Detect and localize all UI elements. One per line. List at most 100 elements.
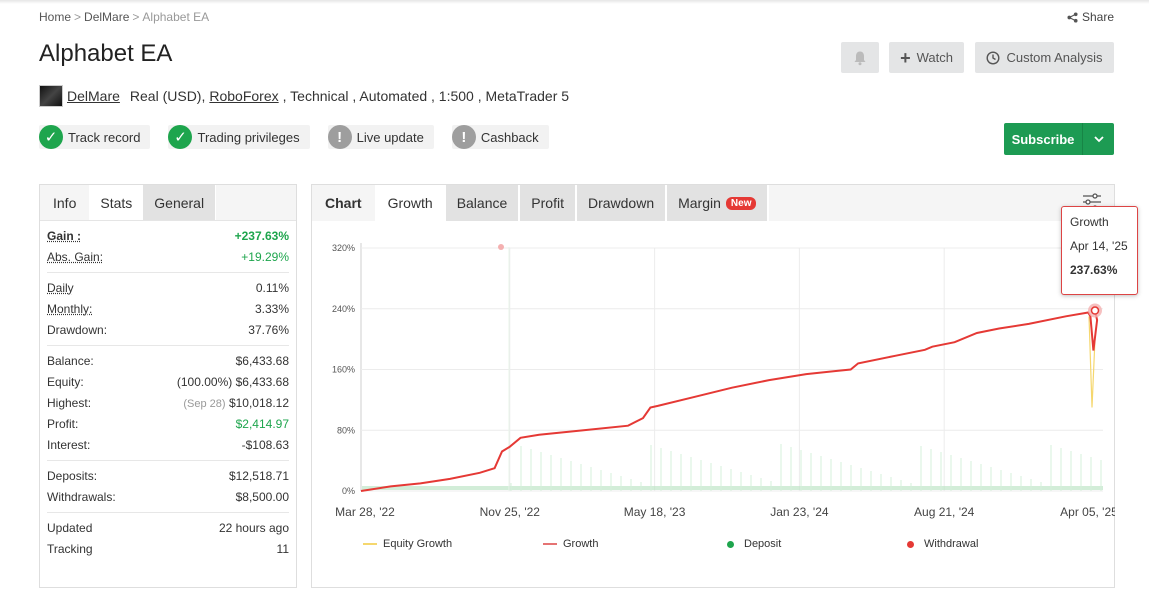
stat-row-deposits: Deposits: $12,518.71 bbox=[47, 465, 289, 486]
breadcrumb-home[interactable]: Home bbox=[39, 10, 72, 24]
bell-icon bbox=[854, 51, 866, 65]
subscribe-dropdown[interactable] bbox=[1083, 123, 1114, 155]
breadcrumb-current: Alphabet EA bbox=[142, 10, 210, 24]
breadcrumb-separator: > bbox=[132, 10, 140, 24]
chart-tooltip: Growth Apr 14, '25 237.63% bbox=[1061, 206, 1138, 295]
badge-label: Track record bbox=[68, 129, 141, 145]
badge-trading-privileges[interactable]: ✓ Trading privileges bbox=[168, 125, 310, 149]
stat-label[interactable]: Daily bbox=[47, 280, 74, 295]
x-tick-label: Mar 28, '22 bbox=[335, 505, 395, 519]
legend-label: Deposit bbox=[744, 538, 782, 550]
badge-label: Cashback bbox=[480, 129, 539, 145]
highest-amount: $10,018.12 bbox=[228, 395, 289, 410]
y-tick-label: 0% bbox=[342, 486, 355, 496]
watch-button[interactable]: + Watch bbox=[889, 42, 964, 73]
stat-label: Deposits: bbox=[47, 468, 98, 483]
legend-dot-icon bbox=[907, 540, 914, 548]
tab-margin-label: Margin bbox=[678, 195, 721, 211]
tab-drawdown[interactable]: Drawdown bbox=[576, 185, 668, 221]
growth-line bbox=[360, 310, 1099, 492]
legend-deposit[interactable]: Deposit bbox=[727, 538, 781, 550]
stat-value: 37.76% bbox=[248, 322, 289, 337]
stat-row-abs-gain: Abs. Gain: +19.29% bbox=[47, 246, 289, 267]
clock-icon bbox=[986, 50, 1000, 65]
badge-track-record[interactable]: ✓ Track record bbox=[39, 125, 151, 149]
check-icon: ✓ bbox=[168, 125, 193, 149]
chart-tabs: Chart Growth Balance Profit Drawdown Mar… bbox=[312, 185, 1114, 221]
stat-label[interactable]: Abs. Gain: bbox=[47, 249, 104, 264]
y-tick-label: 80% bbox=[337, 425, 355, 435]
withdrawal-marker bbox=[498, 244, 504, 250]
chevron-down-icon bbox=[1093, 135, 1104, 142]
stat-row-tracking: Tracking 11 bbox=[47, 538, 289, 559]
stat-value: 3.33% bbox=[254, 301, 289, 316]
share-label: Share bbox=[1081, 10, 1114, 24]
x-tick-label: Apr 05, '25 bbox=[1060, 505, 1115, 519]
exclamation-icon: ! bbox=[327, 125, 352, 149]
author-link[interactable]: DelMare bbox=[67, 88, 120, 104]
tab-general[interactable]: General bbox=[143, 185, 217, 220]
x-tick-label: Jan 23, '24 bbox=[770, 505, 829, 519]
plus-icon: + bbox=[900, 47, 911, 68]
exclamation-icon: ! bbox=[451, 125, 476, 149]
legend-label: Growth bbox=[563, 538, 599, 550]
share-button[interactable]: Share bbox=[1067, 10, 1114, 24]
y-tick-label: 240% bbox=[332, 304, 355, 314]
stat-value: 22 hours ago bbox=[218, 520, 289, 535]
stats-group-rates: Daily 0.11% Monthly: 3.33% Drawdown: 37.… bbox=[47, 273, 289, 346]
badge-label: Trading privileges bbox=[197, 129, 300, 145]
stats-group-updated: Updated 22 hours ago Tracking 11 bbox=[47, 513, 289, 564]
tab-profit[interactable]: Profit bbox=[520, 185, 577, 221]
legend-equity-growth[interactable]: Equity Growth bbox=[363, 538, 452, 550]
subscribe-button[interactable]: Subscribe bbox=[1004, 123, 1114, 155]
stat-row-interest: Interest: -$108.63 bbox=[47, 434, 289, 455]
tab-margin[interactable]: Margin New bbox=[667, 185, 770, 221]
badge-label: Live update bbox=[356, 129, 424, 145]
broker-link[interactable]: RoboForex bbox=[209, 88, 279, 104]
tab-growth[interactable]: Growth bbox=[376, 185, 446, 221]
stats-panel: Info Stats General Gain : +237.63% Abs. … bbox=[39, 184, 297, 588]
breadcrumb-separator: > bbox=[74, 10, 82, 24]
tooltip-series: Growth bbox=[1070, 215, 1109, 229]
tab-balance[interactable]: Balance bbox=[445, 185, 521, 221]
stat-row-equity: Equity: (100.00%) $6,433.68 bbox=[47, 371, 289, 392]
stat-label: Highest: bbox=[47, 395, 92, 410]
tab-stats[interactable]: Stats bbox=[90, 185, 144, 220]
tab-chart[interactable]: Chart bbox=[312, 185, 377, 221]
legend-line-icon bbox=[543, 543, 557, 545]
subscribe-label: Subscribe bbox=[1004, 123, 1083, 155]
custom-analysis-label: Custom Analysis bbox=[1006, 50, 1103, 65]
stat-label[interactable]: Monthly: bbox=[47, 301, 93, 316]
custom-analysis-button[interactable]: Custom Analysis bbox=[975, 42, 1114, 73]
stat-label: Equity: bbox=[47, 374, 84, 389]
stat-label[interactable]: Gain : bbox=[47, 228, 82, 243]
legend-growth[interactable]: Growth bbox=[543, 538, 598, 550]
stat-row-gain: Gain : +237.63% bbox=[47, 225, 289, 246]
system-details: , Technical , Automated , 1:500 , MetaTr… bbox=[282, 88, 570, 104]
x-tick-label: Nov 25, '22 bbox=[480, 505, 541, 519]
badge-cashback[interactable]: ! Cashback bbox=[451, 125, 549, 149]
stat-row-daily: Daily 0.11% bbox=[47, 277, 289, 298]
breadcrumb-author[interactable]: DelMare bbox=[84, 10, 130, 24]
y-tick-label: 160% bbox=[332, 365, 355, 375]
verification-badges: ✓ Track record ✓ Trading privileges ! Li… bbox=[39, 125, 549, 149]
stat-value: +19.29% bbox=[241, 249, 289, 264]
legend-withdrawal[interactable]: Withdrawal bbox=[907, 538, 978, 550]
legend-line-icon bbox=[363, 543, 377, 545]
stat-label: Updated bbox=[47, 520, 93, 535]
stat-value: 11 bbox=[276, 541, 289, 556]
badge-live-update[interactable]: ! Live update bbox=[327, 125, 434, 149]
chart-panel: Chart Growth Balance Profit Drawdown Mar… bbox=[311, 184, 1115, 588]
stat-value: $8,500.00 bbox=[235, 489, 289, 504]
stat-value: (100.00%) $6,433.68 bbox=[177, 375, 289, 389]
highest-date: (Sep 28) bbox=[183, 397, 226, 410]
breadcrumb: Home > DelMare > Alphabet EA bbox=[39, 10, 209, 24]
stat-row-highest: Highest: (Sep 28) $10,018.12 bbox=[47, 392, 289, 413]
y-tick-label: 320% bbox=[332, 243, 355, 253]
tab-info[interactable]: Info bbox=[40, 185, 91, 220]
stats-list: Gain : +237.63% Abs. Gain: +19.29% Daily… bbox=[40, 221, 296, 564]
avatar[interactable] bbox=[39, 85, 63, 107]
stat-value: 0.11% bbox=[255, 280, 289, 295]
stat-label: Profit: bbox=[47, 416, 79, 431]
notification-button[interactable] bbox=[841, 42, 879, 73]
